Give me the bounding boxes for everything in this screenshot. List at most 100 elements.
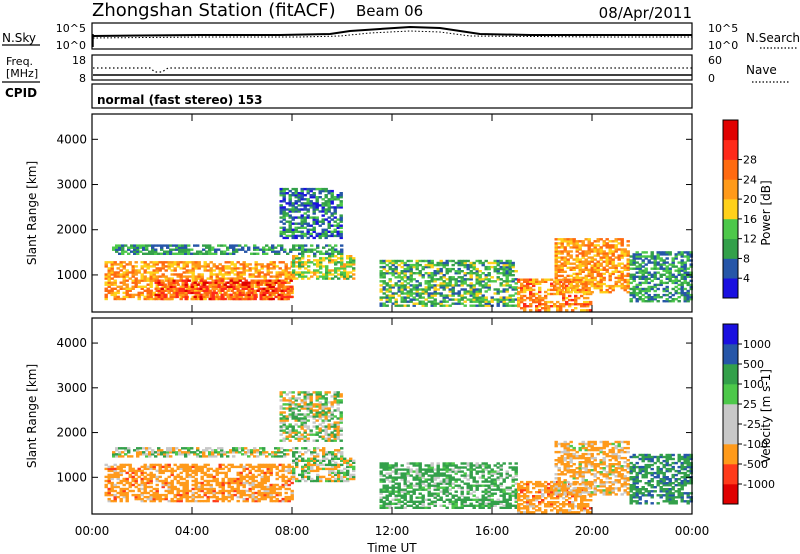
power-echo-cell <box>563 276 567 280</box>
velocity-echo-cell <box>266 465 270 469</box>
power-echo-cell <box>575 291 579 294</box>
velocity-echo-cell <box>291 429 295 432</box>
power-echo-cell <box>131 293 135 297</box>
power-echo-cell <box>620 272 624 276</box>
power-echo-cell <box>104 261 108 264</box>
power-echo-cell <box>279 208 283 211</box>
velocity-echo-cell <box>194 491 198 495</box>
power-echo-cell <box>330 202 334 205</box>
power-echo-cell <box>265 291 269 295</box>
velocity-echo-cell <box>139 447 143 450</box>
power-echo-cell <box>287 277 291 280</box>
velocity-echo-cell <box>251 493 255 497</box>
power-echo-cell <box>593 266 597 269</box>
power-echo-cell <box>301 250 305 253</box>
power-echo-cell <box>608 266 612 269</box>
power-echo-cell <box>211 291 215 295</box>
power-echo-cell <box>400 278 404 281</box>
power-echo-cell <box>469 304 473 307</box>
power-echo-cell <box>653 277 657 280</box>
power-echo-cell <box>236 279 240 282</box>
power-echo-cell <box>282 192 286 195</box>
velocity-echo-cell <box>307 461 311 464</box>
velocity-echo-cell <box>184 455 188 458</box>
power-echo-cell <box>286 285 290 288</box>
velocity-echo-cell <box>200 489 204 493</box>
power-echo-cell <box>200 283 204 286</box>
velocity-echo-cell <box>318 427 322 430</box>
velocity-echo-cell <box>318 401 322 404</box>
power-echo-cell <box>391 292 395 295</box>
power-echo-cell <box>583 305 587 308</box>
power-echo-cell <box>602 240 606 243</box>
power-echo-cell <box>391 296 395 299</box>
power-echo-cell <box>288 228 292 231</box>
power-echo-cell <box>279 230 283 233</box>
power-echo-cell <box>340 265 344 268</box>
velocity-echo-cell <box>331 455 335 458</box>
velocity-echo-cell <box>128 475 132 479</box>
power-echo-cell <box>339 200 343 203</box>
power-echo-cell <box>125 271 129 274</box>
velocity-echo-cell <box>170 479 174 483</box>
power-echo-cell <box>197 277 201 280</box>
power-echo-cell <box>421 296 425 299</box>
power-echo-cell <box>209 275 213 278</box>
velocity-echo-cell <box>155 469 159 473</box>
velocity-echo-cell <box>309 395 313 398</box>
power-echo-cell <box>406 296 410 299</box>
power-echo-cell <box>535 305 539 308</box>
power-echo-cell <box>312 206 316 209</box>
power-echo-cell <box>282 189 286 193</box>
power-echo-cell <box>145 246 149 249</box>
power-echo-cell <box>409 280 413 283</box>
power-echo-cell <box>154 248 158 251</box>
velocity-echo-cell <box>224 481 228 485</box>
power-echo-cell <box>665 281 669 285</box>
velocity-echo-cell <box>379 496 383 499</box>
velocity-echo-cell <box>200 487 204 491</box>
velocity-echo-cell <box>291 391 295 394</box>
power-echo-cell <box>418 274 422 277</box>
velocity-echo-cell <box>203 463 207 467</box>
velocity-echo-cell <box>352 477 356 481</box>
power-echo-cell <box>334 255 338 258</box>
power-colorbar-label: Power [dB] <box>759 180 773 245</box>
power-echo-cell <box>340 267 344 270</box>
power-echo-cell <box>257 287 261 290</box>
velocity-echo-cell <box>257 499 261 503</box>
velocity-echo-cell <box>315 403 319 406</box>
power-echo-cell <box>436 284 440 287</box>
power-echo-cell <box>184 248 188 251</box>
power-echo-cell <box>181 287 185 290</box>
power-echo-cell <box>187 291 191 295</box>
power-echo-cell <box>190 248 194 251</box>
power-echo-cell <box>590 278 594 282</box>
power-echo-cell <box>291 192 295 195</box>
power-echo-cell <box>133 250 137 253</box>
power-echo-cell <box>653 267 657 270</box>
power-echo-cell <box>309 206 313 209</box>
velocity-echo-cell <box>239 495 243 499</box>
power-echo-cell <box>635 265 639 268</box>
velocity-echo-cell <box>304 469 308 473</box>
power-echo-cell <box>502 272 506 275</box>
power-echo-cell <box>274 289 278 292</box>
velocity-echo-cell <box>388 466 392 469</box>
power-echo-cell <box>318 232 322 236</box>
power-echo-cell <box>415 284 419 287</box>
velocity-echo-cell <box>239 465 243 469</box>
velocity-echo-cell <box>247 455 251 458</box>
velocity-echo-cell <box>298 479 302 483</box>
power-echo-cell <box>218 295 222 299</box>
power-echo-cell <box>584 266 588 269</box>
velocity-echo-cell <box>282 407 286 410</box>
power-echo-cell <box>194 287 198 290</box>
velocity-echo-cell <box>303 425 307 428</box>
power-echo-cell <box>403 267 407 271</box>
velocity-echo-cell <box>119 469 123 473</box>
velocity-echo-cell <box>310 477 314 481</box>
power-echo-cell <box>626 254 630 257</box>
power-echo-cell <box>184 244 188 247</box>
power-echo-cell <box>298 271 302 274</box>
